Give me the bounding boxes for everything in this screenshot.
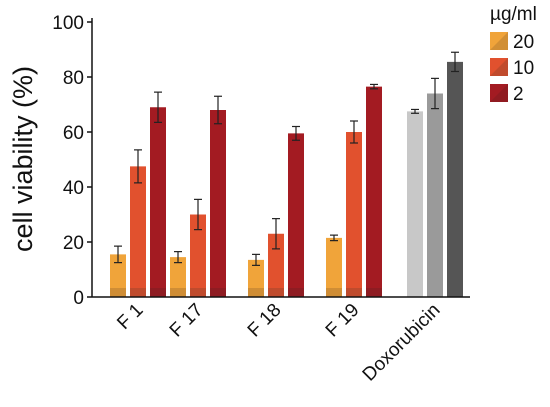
y-tick-label: 20: [63, 233, 84, 254]
y-axis-label: cell viability (%): [8, 66, 38, 252]
bar-base: [190, 288, 206, 297]
bar: [268, 233, 284, 297]
bar-base: [150, 288, 166, 297]
bar: [366, 86, 382, 297]
bar: [150, 107, 166, 297]
y-tick-label: 60: [63, 123, 84, 144]
bar-base: [288, 288, 304, 297]
x-tick-label: Doxorubicin: [359, 300, 445, 386]
bar: [170, 257, 186, 297]
bar: [288, 133, 304, 297]
bar: [407, 111, 423, 297]
bar-base: [248, 288, 264, 297]
bar-base: [346, 288, 362, 297]
x-tick-label: F 17: [166, 300, 208, 342]
y-tick-label: 40: [63, 178, 84, 199]
legend-title: µg/ml: [490, 4, 537, 25]
legend-label: 2: [513, 84, 524, 105]
legend-label: 20: [513, 32, 534, 53]
bar: [346, 132, 362, 297]
legend-swatch-shade: [490, 32, 508, 50]
bar-base: [130, 288, 146, 297]
bar-base: [326, 288, 342, 297]
legend-label: 10: [513, 58, 534, 79]
bar-base: [110, 288, 126, 297]
bar-base: [210, 288, 226, 297]
y-axis-ticks: 0 20 40 60 80 100: [52, 13, 92, 309]
y-tick-label: 0: [73, 288, 84, 309]
bar: [190, 214, 206, 297]
bar-base: [170, 288, 186, 297]
axes: [91, 18, 470, 298]
bar: [248, 259, 264, 297]
x-tick-label: F 19: [322, 300, 364, 342]
bar: [130, 166, 146, 297]
bar: [110, 254, 126, 297]
bars: [110, 51, 463, 297]
legend-swatch-shade: [490, 84, 508, 102]
bar: [210, 110, 226, 297]
bar: [326, 237, 342, 297]
legend-swatch-shade: [490, 58, 508, 76]
x-tick-label: F 18: [244, 300, 286, 342]
y-tick-label: 80: [63, 68, 84, 89]
bar-base: [268, 288, 284, 297]
legend: µg/ml 20 10 2: [490, 4, 537, 105]
x-tick-label: F 1: [113, 300, 147, 334]
y-tick-label: 100: [52, 13, 84, 34]
bar: [427, 93, 443, 297]
bar-base: [366, 288, 382, 297]
bar: [447, 61, 463, 297]
